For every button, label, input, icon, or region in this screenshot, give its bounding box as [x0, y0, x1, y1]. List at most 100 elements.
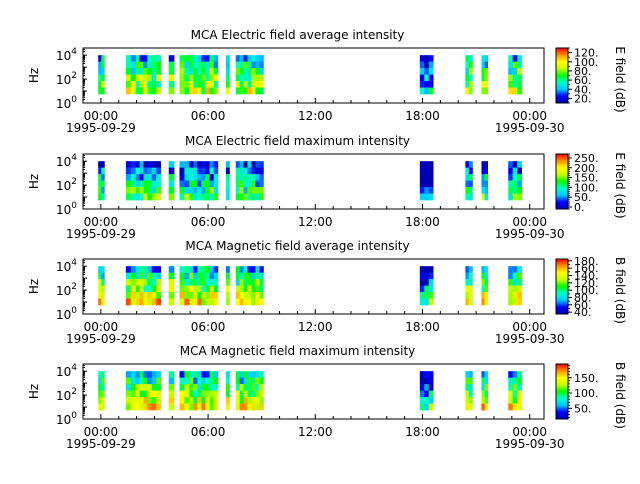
spectrogram-cell — [193, 298, 198, 306]
spectrogram-cell — [143, 187, 148, 194]
spectrogram-cell — [225, 377, 230, 385]
y-tick-label: 104 — [56, 153, 77, 169]
spectrogram-cell — [468, 285, 473, 293]
spectrogram-cell — [239, 279, 244, 286]
y-tick-base: 10 — [56, 155, 71, 169]
spectrogram-cell — [481, 193, 485, 201]
spectrogram-cell — [147, 285, 153, 293]
spectrogram-cell — [147, 193, 153, 201]
spectrogram-cell — [209, 81, 215, 88]
spectrogram-cell — [428, 193, 434, 201]
spectrogram-cell — [101, 384, 105, 391]
spectrogram-cell — [243, 81, 248, 88]
spectrogram-cell — [209, 279, 215, 286]
spectrogram-cell — [98, 68, 102, 75]
spectrogram-cell — [484, 384, 489, 391]
spectrogram-cell — [139, 403, 144, 411]
spectrogram-cell — [98, 390, 102, 398]
spectrogram-cell — [209, 55, 215, 62]
spectrogram-cell — [135, 279, 140, 286]
spectrogram-cell — [243, 377, 248, 385]
spectrogram-cell — [225, 55, 230, 62]
spectrogram-cell — [156, 161, 162, 168]
spectrogram-cell — [465, 187, 470, 194]
spectrogram-cell — [428, 55, 434, 62]
spectrogram-cell — [135, 285, 140, 293]
spectrogram-cell — [465, 272, 470, 280]
colorbar-label: B field (dB) — [613, 257, 627, 324]
spectrogram-cell — [481, 180, 485, 188]
spectrogram-cell — [147, 55, 153, 62]
spectrogram-cell — [125, 81, 132, 88]
spectrogram-cell — [189, 167, 194, 175]
spectrogram-cell — [168, 87, 175, 95]
spectrogram-cell — [156, 180, 162, 188]
spectrogram-cell — [197, 279, 202, 286]
spectrogram-cell — [139, 187, 144, 194]
spectrogram-cell — [101, 298, 105, 306]
spectrogram-cell — [468, 292, 473, 299]
spectrogram-cell — [465, 377, 470, 385]
panel-3: MCA Magnetic field average intensity1001… — [27, 239, 627, 346]
spectrogram-cell — [259, 174, 264, 181]
spectrogram-cell — [251, 187, 256, 194]
spectrogram-cell — [468, 55, 473, 62]
spectrogram-cell — [189, 285, 194, 293]
spectrogram-cell — [205, 68, 210, 75]
spectrogram-cell — [239, 68, 244, 75]
spectrogram-cell — [259, 68, 264, 75]
spectrogram-cell — [517, 266, 522, 273]
spectrogram-cell — [428, 87, 434, 95]
spectrogram-cell — [205, 193, 210, 201]
spectrogram-cell — [125, 167, 132, 175]
spectrogram-cell — [419, 55, 425, 62]
spectrogram-cell — [484, 377, 489, 385]
spectrogram-cell — [193, 74, 198, 82]
spectrogram-cell — [147, 87, 153, 95]
spectrogram-cell — [135, 272, 140, 280]
spectrogram-cell — [205, 403, 210, 411]
spectrogram-cell — [143, 161, 148, 168]
spectrogram — [98, 371, 522, 411]
spectrogram-cell — [189, 74, 194, 82]
spectrogram-cell — [508, 161, 514, 168]
spectrogram-cell — [130, 371, 137, 378]
spectrogram-cell — [151, 285, 157, 293]
spectrogram-cell — [419, 298, 425, 306]
spectrogram-cell — [251, 266, 256, 273]
colorbar — [555, 47, 569, 104]
spectrogram-cell — [151, 74, 157, 82]
spectrogram-cell — [143, 55, 148, 62]
spectrogram-cell — [235, 272, 240, 280]
spectrogram-cell — [424, 55, 430, 62]
spectrogram-cell — [468, 81, 473, 88]
spectrogram-cell — [508, 384, 514, 391]
spectrogram-cell — [130, 87, 137, 95]
spectrogram-cell — [139, 180, 144, 188]
spectrogram-cell — [139, 266, 144, 273]
spectrogram-cell — [197, 187, 202, 194]
spectrogram-cell — [156, 279, 162, 286]
spectrogram-cell — [508, 55, 514, 62]
spectrogram-cell — [512, 279, 518, 286]
spectrogram-cell — [247, 55, 252, 62]
spectrogram-cell — [424, 292, 430, 299]
panel-1: MCA Electric field average intensity1001… — [27, 28, 627, 135]
spectrogram-cell — [419, 292, 425, 299]
colorbar-tick-label: 80. — [574, 65, 592, 78]
spectrogram-cell — [243, 298, 248, 306]
spectrogram-cell — [255, 266, 260, 273]
spectrogram-cell — [465, 279, 470, 286]
spectrogram-cell — [213, 55, 219, 62]
colorbar — [555, 153, 569, 210]
spectrogram-cell — [179, 298, 185, 306]
spectrogram-cell — [424, 187, 430, 194]
spectrogram-cell — [239, 87, 244, 95]
spectrogram-cell — [193, 371, 198, 378]
spectrogram-cell — [428, 74, 434, 82]
spectrogram-cell — [517, 272, 522, 280]
spectrogram-cell — [209, 298, 215, 306]
spectrogram-cell — [201, 187, 206, 194]
spectrogram-cell — [193, 266, 198, 273]
y-tick-base: 10 — [56, 365, 71, 379]
